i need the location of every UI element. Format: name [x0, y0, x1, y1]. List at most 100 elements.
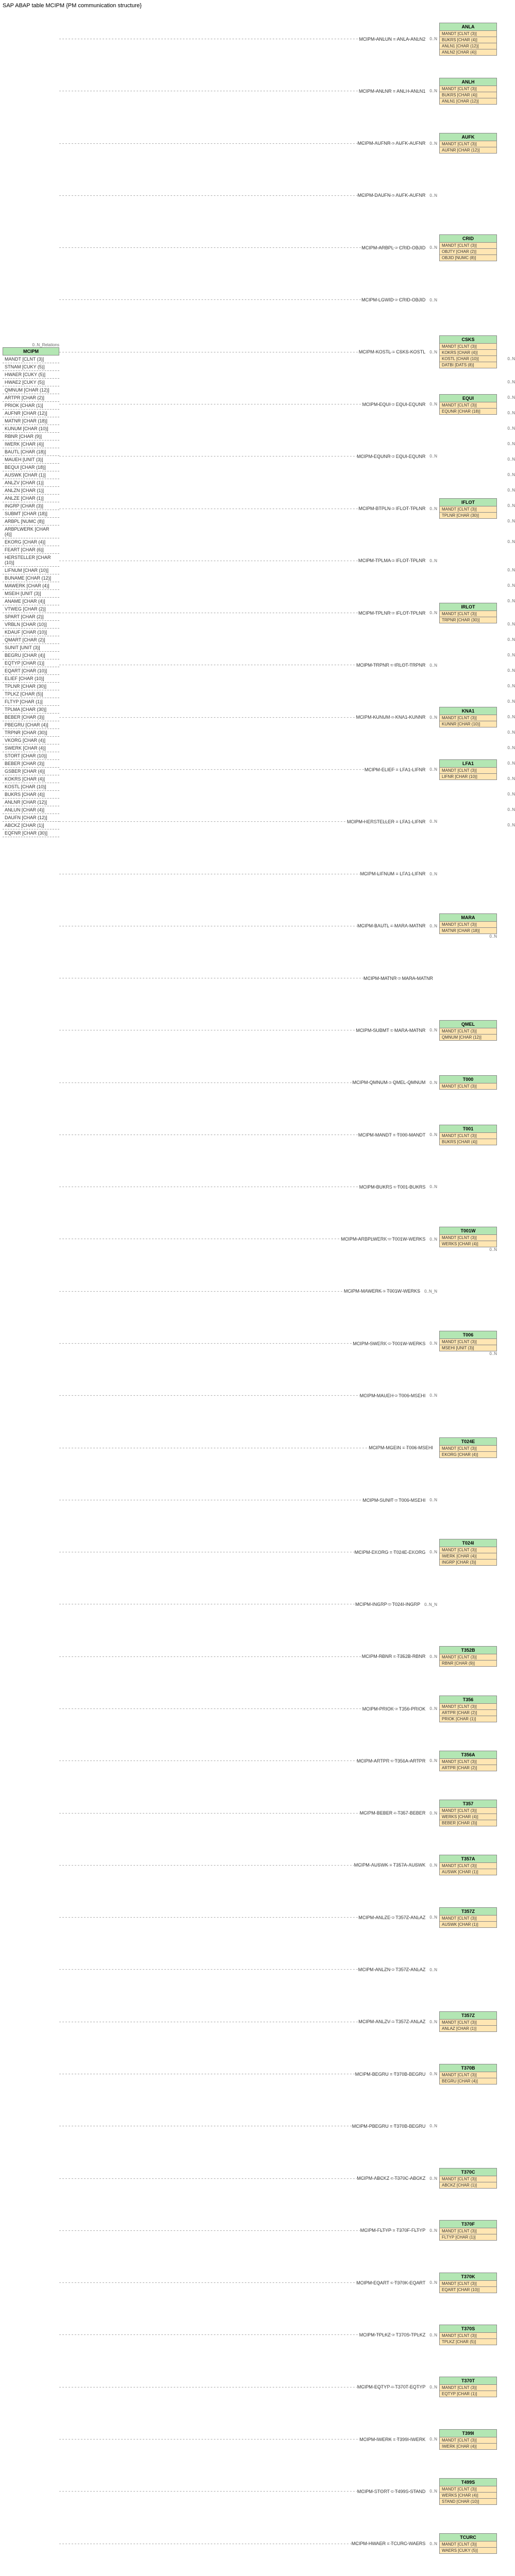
mcipm-field[interactable]: BEBER [CHAR (3)]0..N: [3, 760, 59, 768]
mcipm-field[interactable]: KOSTL [CHAR (10)]: [3, 783, 59, 791]
mcipm-field[interactable]: KOKRS [CHAR (4)]0..N: [3, 775, 59, 783]
target-table-header[interactable]: T370F: [439, 2220, 497, 2228]
target-table-header[interactable]: ANLA: [439, 23, 497, 31]
target-table-header[interactable]: T399I: [439, 2429, 497, 2437]
target-table-header[interactable]: MARA: [439, 913, 497, 922]
mcipm-field[interactable]: HWAE2 [CUKY (5)]0..N: [3, 379, 59, 386]
mcipm-field[interactable]: FLTYP [CHAR (1)]0..N: [3, 698, 59, 706]
target-table-header[interactable]: T370K: [439, 2273, 497, 2281]
mcipm-field[interactable]: ELIEF [CHAR (10)]: [3, 675, 59, 683]
target-table-header[interactable]: T370C: [439, 2168, 497, 2176]
mcipm-field[interactable]: BUNAME [CHAR (12)]: [3, 574, 59, 582]
target-table-header[interactable]: EQUI: [439, 394, 497, 402]
mcipm-field[interactable]: QMNUM [CHAR (12)]: [3, 386, 59, 394]
target-table-header[interactable]: IRLOT: [439, 603, 497, 611]
target-table-header[interactable]: CSKS: [439, 335, 497, 344]
target-table-header[interactable]: LFA1: [439, 759, 497, 768]
mcipm-field[interactable]: AUSWK [CHAR (1)]0..N: [3, 471, 59, 479]
mcipm-field[interactable]: MANDT [CLNT (3)]0..N: [3, 355, 59, 363]
target-table-header[interactable]: T370S: [439, 2325, 497, 2333]
mcipm-field[interactable]: ANLNR [CHAR (12)]: [3, 799, 59, 806]
target-table-header[interactable]: T499S: [439, 2478, 497, 2486]
target-table-header[interactable]: CRID: [439, 234, 497, 243]
mcipm-field[interactable]: ANLUN [CHAR (4)]0..N: [3, 806, 59, 814]
mcipm-field[interactable]: KUNUM [CHAR (10)]0..N: [3, 425, 59, 433]
mcipm-field[interactable]: FEART [CHAR (6)]: [3, 546, 59, 554]
mcipm-field[interactable]: STORT [CHAR (10)]: [3, 752, 59, 760]
target-table-header[interactable]: T370T: [439, 2377, 497, 2385]
mcipm-field[interactable]: ARBPLWERK [CHAR (4)]: [3, 526, 59, 538]
mcipm-field[interactable]: BEQUI [CHAR (18)]: [3, 464, 59, 471]
mcipm-field[interactable]: BAUTL [CHAR (18)]: [3, 448, 59, 456]
mcipm-field[interactable]: ARBPL [NUMC (8)]0..N: [3, 518, 59, 526]
mcipm-field[interactable]: SUBMT [CHAR (18)]: [3, 510, 59, 518]
mcipm-field[interactable]: ARTPR [CHAR (2)]0..N: [3, 394, 59, 402]
target-table-header[interactable]: T357: [439, 1800, 497, 1808]
target-table-header[interactable]: T356: [439, 1696, 497, 1704]
target-table-header[interactable]: T001: [439, 1125, 497, 1133]
mcipm-field[interactable]: MAUEH [UNIT (3)]0..N: [3, 456, 59, 464]
mcipm-field[interactable]: EQART [CHAR (10)]0..N: [3, 667, 59, 675]
mcipm-field[interactable]: TPLKZ [CHAR (5)]: [3, 690, 59, 698]
mcipm-field[interactable]: BEBER [CHAR (3)]0..N: [3, 714, 59, 721]
mcipm-field[interactable]: ANLZV [CHAR (1)]: [3, 479, 59, 487]
mcipm-field[interactable]: ANAME [CHAR (4)]0..N: [3, 598, 59, 605]
target-table-header[interactable]: T357A: [439, 1855, 497, 1863]
relation-label: MCIPM-HERSTELLER = LFA1-LIFNR: [347, 819, 425, 824]
mcipm-field[interactable]: VRBLN [CHAR (10)]0..N: [3, 621, 59, 629]
mcipm-field[interactable]: ABCKZ [CHAR (1)]0..N: [3, 822, 59, 829]
mcipm-field[interactable]: ANLZE [CHAR (1)]: [3, 495, 59, 502]
target-table-header[interactable]: TCURC: [439, 2533, 497, 2541]
target-table-header[interactable]: T006: [439, 1331, 497, 1339]
relation-label: MCIPM-SUNIT = T006-MSEHI: [362, 1498, 425, 1503]
mcipm-field[interactable]: TRPNR [CHAR (30)]0..N: [3, 729, 59, 737]
mcipm-field[interactable]: BUKRS [CHAR (4)]0..N: [3, 791, 59, 799]
mcipm-field[interactable]: KDAUF [CHAR (10)]: [3, 629, 59, 636]
target-table-header[interactable]: T356A: [439, 1751, 497, 1759]
mcipm-field[interactable]: EQFNR [CHAR (30)]: [3, 829, 59, 837]
target-table-header[interactable]: T357Z: [439, 1907, 497, 1916]
mcipm-field[interactable]: HERSTELLER [CHAR (10)]: [3, 554, 59, 567]
mcipm-field[interactable]: SPART [CHAR (2)]: [3, 613, 59, 621]
mcipm-field[interactable]: LIFNUM [CHAR (10)]0..N: [3, 567, 59, 574]
target-table-header[interactable]: T001W: [439, 1227, 497, 1235]
mcipm-field[interactable]: EQTYP [CHAR (1)]: [3, 659, 59, 667]
mcipm-field[interactable]: MAWERK [CHAR (4)]0..N: [3, 582, 59, 590]
mcipm-field[interactable]: PBEGRU [CHAR (4)]: [3, 721, 59, 729]
mcipm-field[interactable]: PRIOK [CHAR (1)]: [3, 402, 59, 410]
target-table-header[interactable]: T024E: [439, 1437, 497, 1446]
target-table-header[interactable]: T357Z: [439, 2011, 497, 2020]
cardinality-label: 0..N: [429, 663, 437, 668]
mcipm-field[interactable]: MSEIH [UNIT (3)]: [3, 590, 59, 598]
mcipm-field[interactable]: STNAM [CUKY (5)]: [3, 363, 59, 371]
mcipm-field[interactable]: VKORG [CHAR (4)]: [3, 737, 59, 744]
mcipm-field[interactable]: BEGRU [CHAR (4)]0..N: [3, 652, 59, 659]
mcipm-field[interactable]: IWERK [CHAR (4)]0..N: [3, 440, 59, 448]
mcipm-field[interactable]: MATNR [CHAR (18)]: [3, 417, 59, 425]
target-table-header[interactable]: QMEL: [439, 1020, 497, 1028]
mcipm-field[interactable]: EKORG [CHAR (4)]0..N: [3, 538, 59, 546]
mcipm-field[interactable]: SWERK [CHAR (4)]0..N: [3, 744, 59, 752]
target-table-header[interactable]: T024I: [439, 1539, 497, 1547]
mcipm-field[interactable]: DAUFN [CHAR (12)]: [3, 814, 59, 822]
mcipm-field[interactable]: AUFNR [CHAR (12)]0..N: [3, 410, 59, 417]
target-table-header[interactable]: T000: [439, 1075, 497, 1083]
mcipm-field[interactable]: RBNR [CHAR (9)]: [3, 433, 59, 440]
mcipm-field[interactable]: GSBER [CHAR (4)]: [3, 768, 59, 775]
target-table-header[interactable]: KNA1: [439, 707, 497, 715]
relation-merge-indicator: [439, 663, 497, 668]
target-table-header[interactable]: T352B: [439, 1646, 497, 1654]
mcipm-field[interactable]: TPLNR [CHAR (30)]0..N: [3, 683, 59, 690]
target-table-header[interactable]: AUFK: [439, 133, 497, 141]
mcipm-field[interactable]: ANLZN [CHAR (1)]0..N: [3, 487, 59, 495]
mcipm-field[interactable]: VTWEG [CHAR (2)]: [3, 605, 59, 613]
mcipm-field[interactable]: TPLMA [CHAR (30)]: [3, 706, 59, 714]
target-table-header[interactable]: IFLOT: [439, 498, 497, 506]
target-table-header[interactable]: T370B: [439, 2064, 497, 2072]
mcipm-field[interactable]: INGRP [CHAR (3)]0..N: [3, 502, 59, 510]
mcipm-field[interactable]: HWAER [CUKY (5)]: [3, 371, 59, 379]
mcipm-field[interactable]: QMART [CHAR (2)]0..N: [3, 636, 59, 644]
target-table-header[interactable]: ANLH: [439, 78, 497, 86]
relation-row: MCIPM-LIFNUM = LFA1-LIFNR0..N: [59, 848, 512, 900]
mcipm-field[interactable]: SUNIT [UNIT (3)]: [3, 644, 59, 652]
